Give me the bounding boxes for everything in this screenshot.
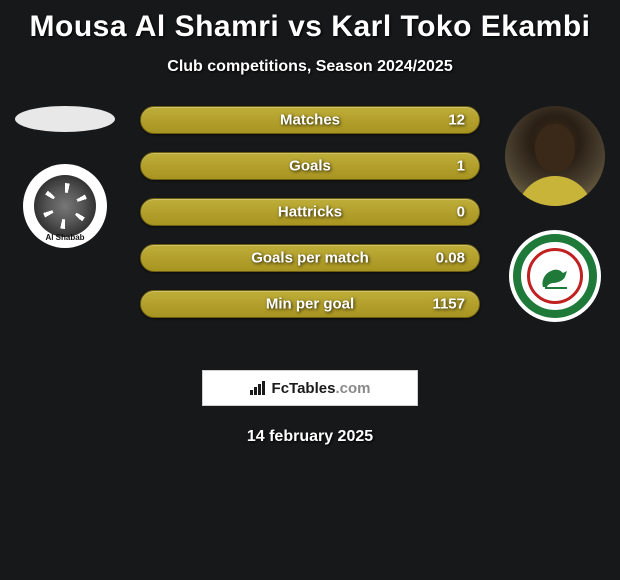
club-badge-right	[509, 230, 601, 322]
stat-value: 0.08	[436, 250, 465, 267]
stat-bar: Goals 1	[140, 152, 480, 180]
brand-box[interactable]: FcTables.com	[202, 370, 418, 406]
brand-name: FcTables	[272, 380, 336, 397]
stat-bar: Min per goal 1157	[140, 290, 480, 318]
stat-label: Min per goal	[266, 296, 354, 313]
brand-text: FcTables.com	[272, 380, 371, 397]
stat-label: Goals	[289, 158, 331, 175]
stats-bars: Matches 12 Goals 1 Hattricks 0 Goals per…	[140, 106, 480, 318]
club-badge-left-graphic	[34, 175, 96, 237]
left-player-column: Al Shabab	[10, 106, 120, 248]
chart-icon	[250, 381, 266, 395]
brand-suffix: .com	[335, 380, 370, 397]
player-photo-placeholder	[15, 106, 115, 132]
player-photo	[505, 106, 605, 206]
right-player-column	[500, 106, 610, 322]
comparison-date: 14 february 2025	[0, 428, 620, 446]
stat-label: Goals per match	[251, 250, 369, 267]
stat-bar: Goals per match 0.08	[140, 244, 480, 272]
comparison-subtitle: Club competitions, Season 2024/2025	[0, 58, 620, 76]
stat-bar: Matches 12	[140, 106, 480, 134]
stat-bar: Hattricks 0	[140, 198, 480, 226]
stat-value: 1	[457, 158, 465, 175]
stat-value: 1157	[432, 296, 465, 313]
club-badge-right-graphic	[537, 261, 573, 291]
club-badge-left: Al Shabab	[23, 164, 107, 248]
comparison-content: Al Shabab Matches 12 Goals 1 Hattricks 0…	[0, 106, 620, 346]
stat-label: Hattricks	[278, 204, 342, 221]
stat-value: 12	[448, 112, 465, 129]
club-badge-left-label: Al Shabab	[45, 233, 84, 242]
comparison-title: Mousa Al Shamri vs Karl Toko Ekambi	[0, 0, 620, 44]
stat-value: 0	[457, 204, 465, 221]
stat-label: Matches	[280, 112, 340, 129]
